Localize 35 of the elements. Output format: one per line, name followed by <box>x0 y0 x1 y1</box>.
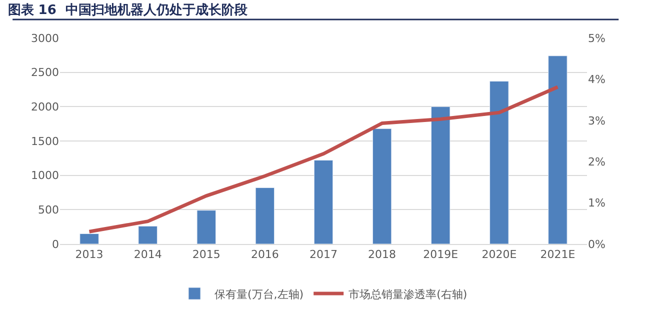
x-tick-label: 2015 <box>192 248 220 262</box>
x-tick-label: 2013 <box>75 248 104 262</box>
y-tick-label: 3000 <box>31 32 59 45</box>
y-tick-label: 500 <box>38 204 59 217</box>
legend-label: 保有量(万台,左轴) <box>214 288 304 301</box>
bar <box>490 81 509 244</box>
y2-tick-label: 0% <box>588 238 606 251</box>
x-tick-label: 2018 <box>368 248 396 262</box>
bar <box>430 106 450 244</box>
x-tick-label: 2014 <box>134 248 162 262</box>
x-tick-label: 2021E <box>540 248 576 262</box>
y2-tick-label: 2% <box>588 155 606 168</box>
bar <box>314 160 334 244</box>
bar <box>138 226 158 244</box>
legend-label: 市场总销量渗透率(右轴) <box>348 288 468 301</box>
y2-tick-label: 4% <box>588 73 606 86</box>
x-tick-label: 2016 <box>250 248 279 262</box>
y2-tick-label: 5% <box>588 32 606 45</box>
x-tick-label: 2017 <box>310 248 338 262</box>
bar <box>372 128 392 244</box>
line-series <box>88 85 560 234</box>
bar <box>548 56 568 244</box>
bar <box>80 233 99 244</box>
y-tick-label: 1000 <box>31 169 59 182</box>
y-tick-label: 0 <box>52 238 59 251</box>
y-tick-label: 1500 <box>31 134 59 148</box>
bar <box>196 210 216 244</box>
x-tick-label: 2020E <box>482 248 517 262</box>
y2-tick-label: 1% <box>588 196 606 210</box>
y2-tick-label: 3% <box>588 114 606 128</box>
x-tick-label: 2019E <box>423 248 458 262</box>
bar <box>255 187 275 244</box>
y-tick-label: 2000 <box>31 100 59 114</box>
chart-title: 图表 16 中国扫地机器人仍处于成长阶段 <box>8 2 248 18</box>
y-tick-label: 2500 <box>31 66 59 80</box>
